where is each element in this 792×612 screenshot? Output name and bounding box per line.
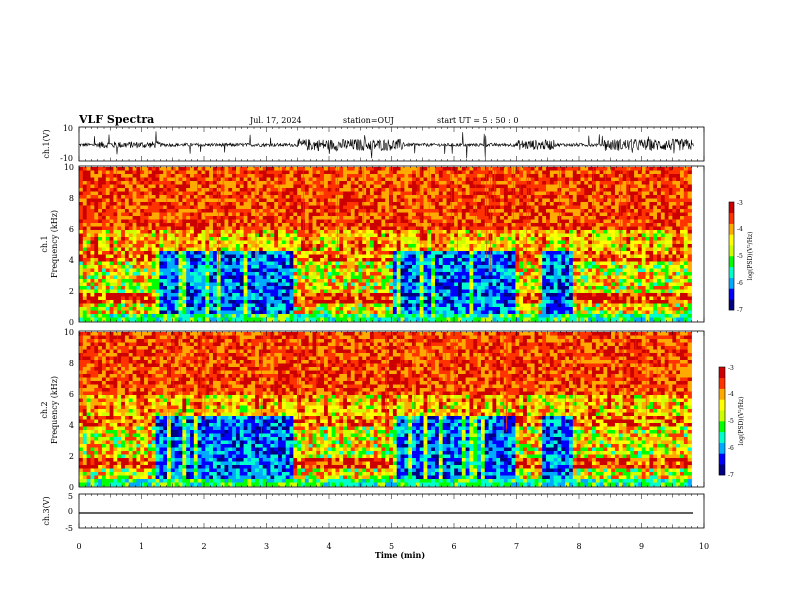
spectrogram-ch1-ylabel: ch.1 [40,235,49,252]
time-tick-0: 0 [76,542,81,551]
spectrogram-ch2-image [79,332,692,487]
spectrogram-ch1-ytick-8: 8 [69,194,74,203]
colorbar-ch2-tick-7: -7 [728,472,734,479]
colorbar-ch1-label: log(PSD)(V²/Hz) [747,232,754,281]
spectrogram-ch1-ytick-6: 6 [69,225,74,234]
spectrogram-ch2-panel: 0 2 4 6 8 10 ch.2 Frequency (kHz) -3 -4 … [40,328,745,492]
spectrogram-ch1-ytick-4: 4 [69,256,74,265]
colorbar-ch1-tick-6: -6 [737,280,743,287]
colorbar-ch2-tick-4: -4 [728,391,734,398]
waveform-ch1-ylabel: ch.1(V) [42,129,51,158]
figure-title: VLF Spectra [78,113,154,126]
spectrogram-ch1-panel: 0 2 4 6 8 10 ch.1 Frequency (kHz) -3 -4 … [40,163,754,327]
waveform-ch3-ytick-top: 5 [68,492,73,501]
colorbar-ch2-gradient [719,367,725,476]
colorbar-ch1-gradient [729,202,734,311]
spectrogram-ch2-ylabel2: Frequency (kHz) [50,376,59,444]
spectrogram-ch2-ytick-8: 8 [69,359,74,368]
spectrogram-ch2-ytick-4: 4 [69,421,74,430]
colorbar-ch2: -3 -4 -5 -6 -7 log(PSD)(V²/Hz) [718,365,745,479]
waveform-ch1-panel: 10 -10 ch.1(V) [42,124,705,163]
waveform-ch1-ytick-top: 10 [63,124,73,133]
colorbar-ch2-tick-6: -6 [728,445,734,452]
time-axis-title: Time (min) [375,550,425,560]
spectrogram-ch2-xticks [78,331,705,487]
waveform-ch3-xticks [78,494,705,528]
waveform-ch1-ytick-bottom: -10 [60,154,73,163]
time-tick-10: 10 [699,542,709,551]
date-label: Jul. 17, 2024 [249,116,302,125]
colorbar-ch2-tick-5: -5 [728,418,734,425]
waveform-ch1-xticks [78,127,705,161]
spectrogram-ch1-image [79,167,692,322]
spectrogram-ch2-ytick-6: 6 [69,390,74,399]
waveform-ch3-ytick-mid: 0 [68,507,73,516]
time-tick-4: 4 [326,542,331,551]
spectrogram-ch2-ytick-10: 10 [64,328,74,337]
time-tick-8: 8 [576,542,581,551]
time-tick-9: 9 [639,542,644,551]
colorbar-ch1: -3 -4 -5 -6 -7 log(PSD)(V²/Hz) [728,200,754,314]
start-time-label: start UT = 5 : 50 : 0 [437,116,518,125]
waveform-ch3-ylabel: ch.3(V) [42,496,51,525]
spectrogram-ch2-ylabel: ch.2 [40,401,49,418]
spectrogram-ch2-yticks: 0 2 4 6 8 10 [64,328,74,492]
time-tick-1: 1 [139,542,144,551]
time-axis-labels: 0 1 2 3 4 5 6 7 8 9 10 [76,542,709,551]
spectrogram-ch2-ytick-2: 2 [69,452,74,461]
time-tick-7: 7 [514,542,519,551]
colorbar-ch1-tick-7: -7 [737,307,743,314]
spectrogram-ch2-ytick-0: 0 [69,483,74,492]
waveform-ch3-ytick-bottom: -5 [65,524,73,533]
spectrogram-ch1-ylabel2: Frequency (kHz) [50,210,59,278]
time-tick-5: 5 [389,542,394,551]
spectrogram-ch1-ytick-10: 10 [64,163,74,172]
time-tick-3: 3 [264,542,269,551]
time-tick-6: 6 [451,542,456,551]
waveform-ch3-panel: 5 0 -5 ch.3(V) 0 1 2 3 4 5 6 7 8 9 10 Ti… [42,492,709,560]
colorbar-ch2-tick-3: -3 [728,365,734,372]
waveform-ch1-trace [78,131,694,159]
colorbar-ch2-label: log(PSD)(V²/Hz) [738,397,745,446]
spectrogram-ch1-ytick-2: 2 [69,287,74,296]
spectrogram-ch1-ytick-0: 0 [69,318,74,327]
time-tick-2: 2 [201,542,206,551]
colorbar-ch1-tick-5: -5 [737,253,743,260]
colorbar-ch1-tick-3: -3 [737,200,743,207]
spectrogram-ch1-yticks: 0 2 4 6 8 10 [64,163,74,327]
spectrogram-ch1-xticks [78,166,705,322]
colorbar-ch1-tick-4: -4 [737,226,743,233]
station-label: station=OUJ [343,116,394,125]
